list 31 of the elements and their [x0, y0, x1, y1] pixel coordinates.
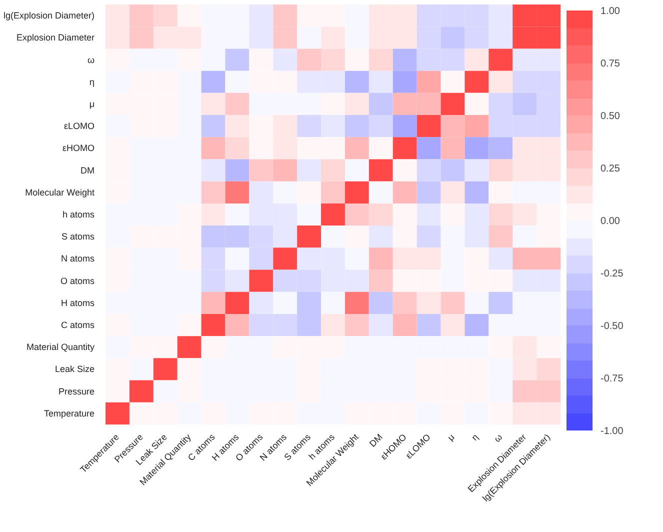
y-tick-label: εLOMO	[64, 121, 94, 132]
y-tick-label: N atoms	[60, 254, 95, 264]
color-bar-label: -0.50	[600, 321, 624, 332]
y-tick-label: Material Quantity	[26, 342, 95, 352]
y-tick-label: S atoms	[61, 232, 95, 242]
color-bar-label: 0.25	[600, 164, 620, 174]
color-bar-label: 0.75	[600, 58, 620, 70]
x-tick-label: DM	[367, 432, 384, 449]
x-tick-label: μ	[446, 432, 456, 443]
y-tick-label: lg(Explosion Diameter)	[3, 10, 95, 21]
y-tick-label: O atoms	[60, 276, 95, 286]
y-tick-label: Leak Size	[54, 364, 95, 374]
y-tick-label: DM	[80, 165, 95, 176]
y-tick-label: η	[89, 76, 95, 87]
color-bar-label: -1.00	[600, 426, 624, 437]
y-tick-label: Temperature	[44, 408, 95, 418]
y-tick-label: εHOMO	[62, 143, 95, 154]
x-tick-label: η	[470, 432, 480, 443]
y-tick-label: Molecular Weight	[25, 187, 95, 198]
y-tick-label: μ	[89, 98, 94, 109]
y-tick-label: C atoms	[60, 320, 95, 330]
color-bar-label: -0.75	[600, 374, 624, 384]
color-bar-label: 1.00	[600, 6, 620, 17]
y-tick-label: Explosion Diameter	[16, 32, 95, 43]
y-tick-label: H atoms	[60, 298, 95, 308]
color-bar-label: 0.00	[600, 216, 620, 227]
y-tick-label: Pressure	[58, 386, 94, 396]
y-tick-label: h atoms	[62, 210, 95, 220]
color-bar-label: -0.25	[600, 268, 624, 280]
color-bar-label: 0.50	[600, 111, 620, 122]
y-tick-label: ω	[87, 54, 95, 65]
